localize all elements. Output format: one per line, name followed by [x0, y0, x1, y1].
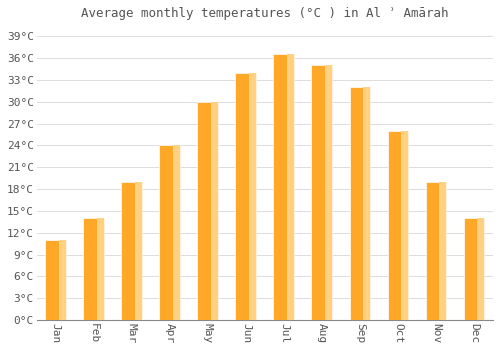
Bar: [312, 65, 332, 320]
Bar: [325, 65, 332, 320]
Bar: [401, 131, 408, 320]
Bar: [84, 218, 104, 320]
Bar: [464, 218, 484, 320]
Bar: [97, 218, 104, 320]
Bar: [350, 87, 370, 320]
Bar: [122, 182, 142, 320]
Title: Average monthly temperatures (°C ) in Al ʾ Amārah: Average monthly temperatures (°C ) in Al…: [81, 7, 448, 20]
Bar: [388, 131, 408, 320]
Bar: [198, 102, 218, 320]
Bar: [439, 182, 446, 320]
Bar: [249, 72, 256, 320]
Bar: [160, 145, 180, 320]
Bar: [236, 72, 256, 320]
Bar: [46, 240, 66, 320]
Bar: [173, 145, 180, 320]
Bar: [363, 87, 370, 320]
Bar: [59, 240, 66, 320]
Bar: [477, 218, 484, 320]
Bar: [211, 102, 218, 320]
Bar: [287, 54, 294, 320]
Bar: [135, 182, 142, 320]
Bar: [426, 182, 446, 320]
Bar: [274, 54, 294, 320]
